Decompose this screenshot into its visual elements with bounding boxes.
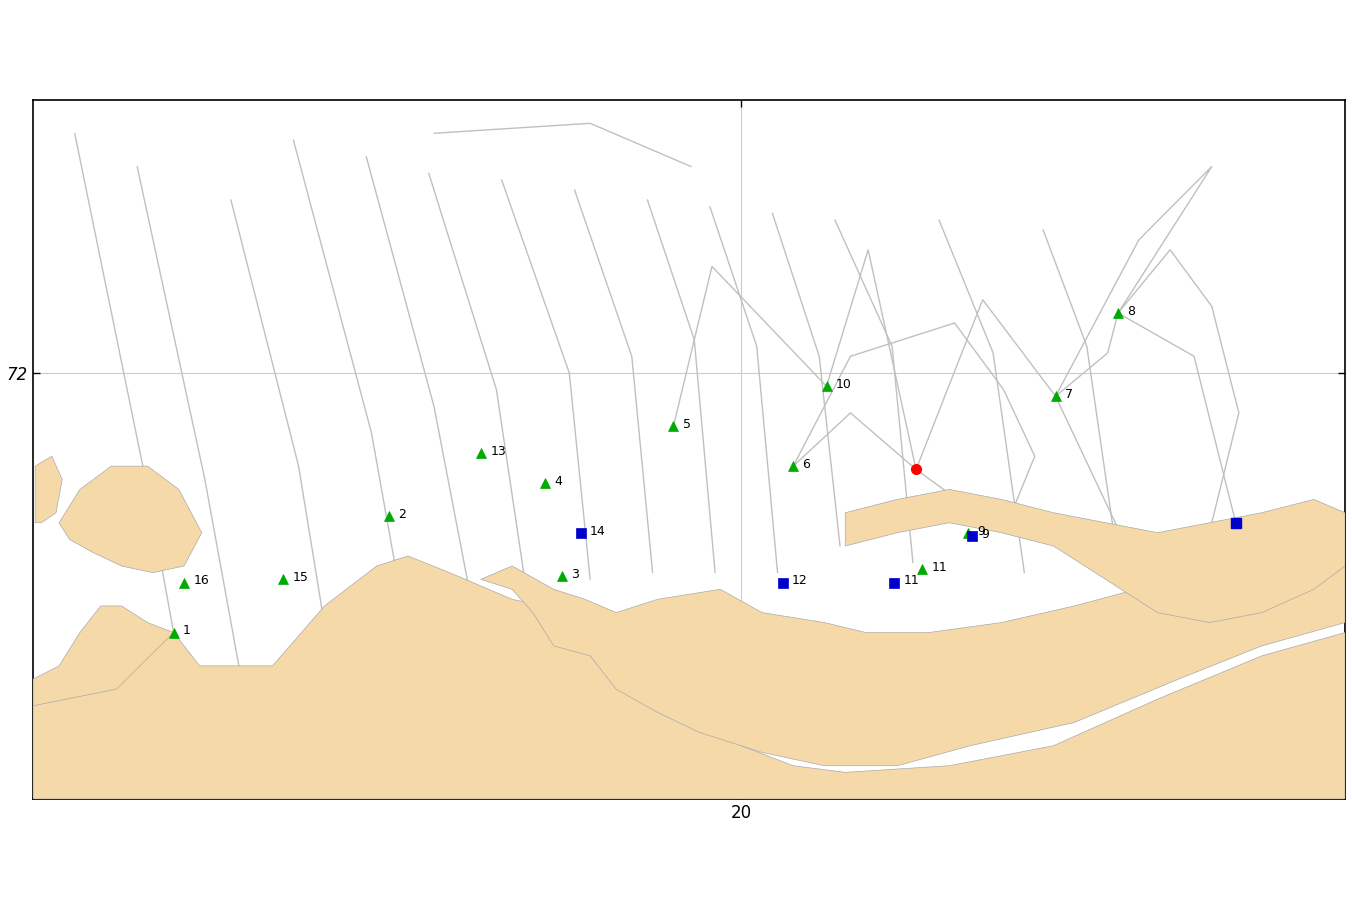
Polygon shape <box>481 539 1345 766</box>
Text: 12: 12 <box>792 574 808 587</box>
Text: 7: 7 <box>1065 388 1073 401</box>
Text: 3: 3 <box>572 568 579 581</box>
Text: 1: 1 <box>183 625 191 637</box>
Text: 15: 15 <box>292 571 308 584</box>
Text: 11: 11 <box>903 574 919 587</box>
Text: 9: 9 <box>977 524 986 538</box>
Polygon shape <box>32 606 1345 799</box>
Text: 9: 9 <box>982 528 990 541</box>
Text: 11: 11 <box>932 561 948 574</box>
Text: 5: 5 <box>683 418 691 431</box>
Text: 6: 6 <box>803 458 810 471</box>
Text: 8: 8 <box>1128 305 1136 318</box>
Text: 2: 2 <box>399 508 407 521</box>
Polygon shape <box>35 456 62 522</box>
Text: 10: 10 <box>836 378 852 391</box>
Polygon shape <box>59 467 201 573</box>
Polygon shape <box>32 556 1345 799</box>
Text: 14: 14 <box>589 524 606 538</box>
Text: 16: 16 <box>193 574 210 587</box>
Polygon shape <box>845 489 1345 623</box>
Text: 13: 13 <box>491 445 506 458</box>
Text: 4: 4 <box>554 475 562 487</box>
